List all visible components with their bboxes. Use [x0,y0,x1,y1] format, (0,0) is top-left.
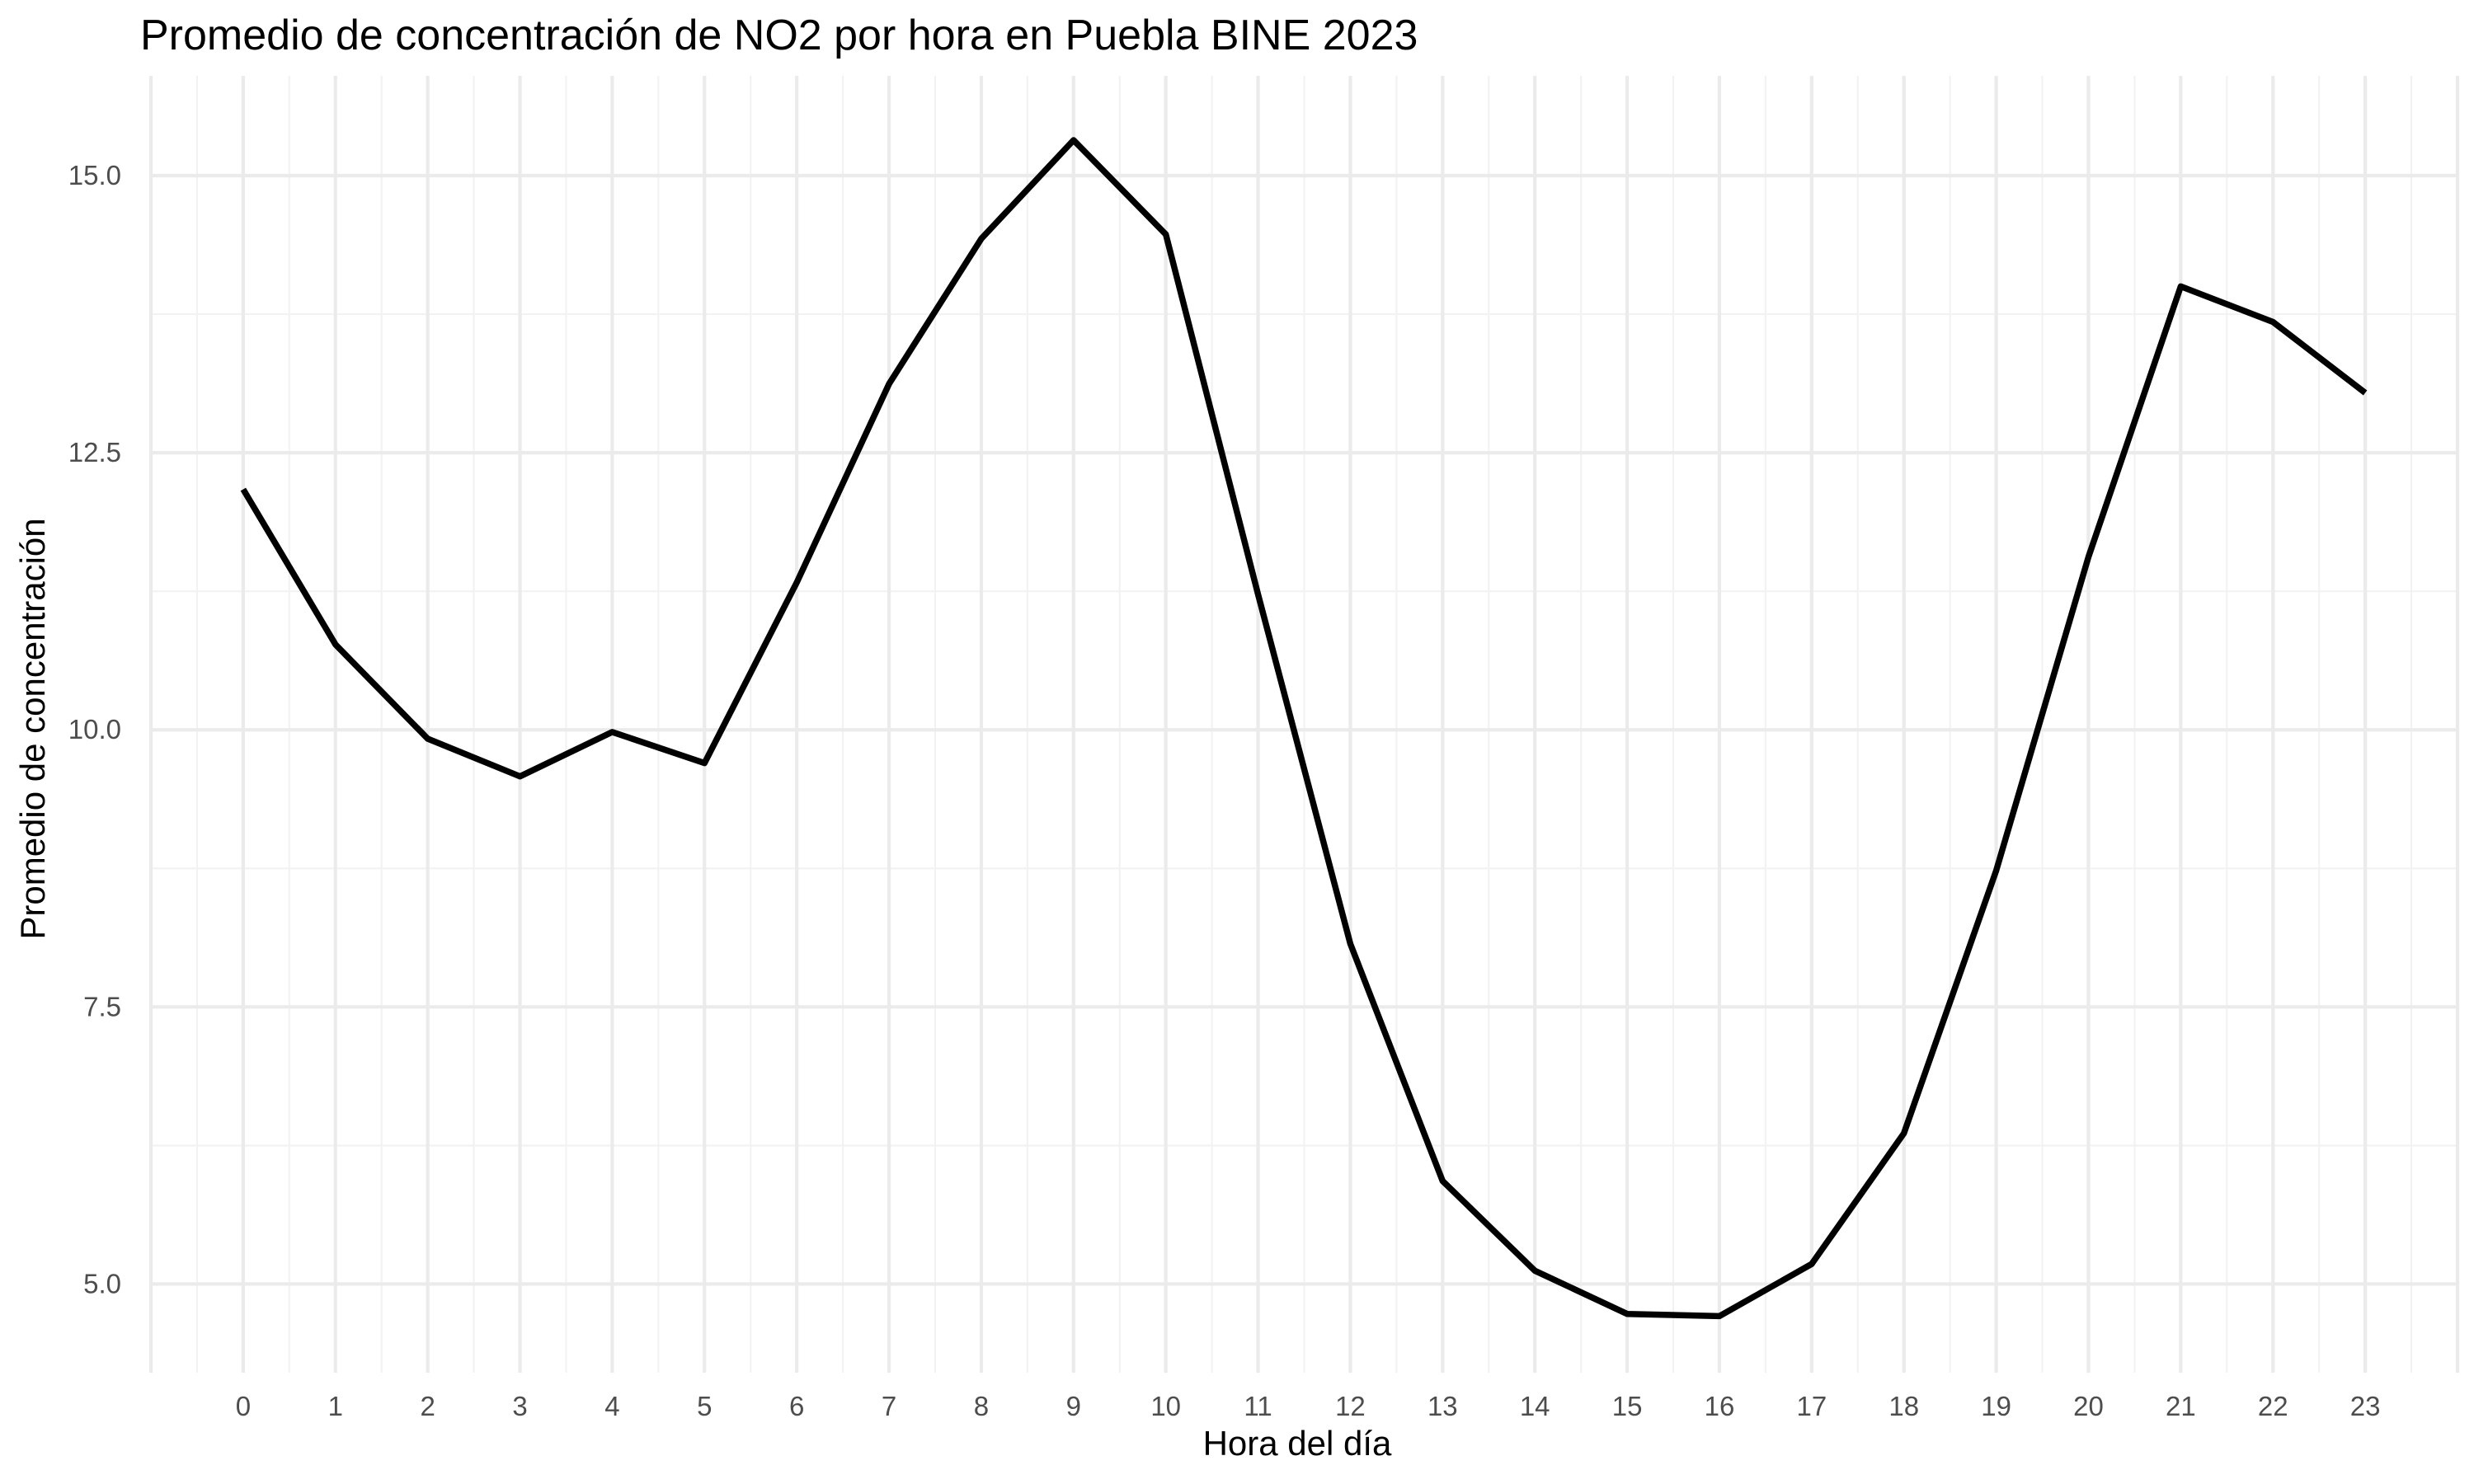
x-tick-label: 19 [1981,1391,2011,1421]
series-line [240,137,2368,1320]
grid [148,76,2460,1373]
x-tick-label: 0 [236,1391,251,1421]
y-axis-title: Promedio de concentración [13,518,52,939]
x-tick-label: 9 [1066,1391,1081,1421]
x-tick-label: 3 [512,1391,527,1421]
x-tick-label: 10 [1150,1391,1181,1421]
x-axis-title: Hora del día [1203,1424,1392,1463]
x-axis-ticks: 0 1 2 3 4 5 6 7 8 9 10 11 12 13 14 15 16 17 18 19 20 21 22 23 [236,1391,2381,1421]
x-tick-label: 12 [1335,1391,1366,1421]
x-tick-label: 5 [697,1391,712,1421]
x-tick-label: 11 [1244,1391,1272,1421]
x-tick-label: 17 [1796,1391,1827,1421]
y-tick-label: 12.5 [68,437,121,467]
x-tick-label: 13 [1427,1391,1458,1421]
x-tick-label: 23 [2350,1391,2381,1421]
chart-title: Promedio de concentración de NO2 por hor… [140,12,1418,59]
x-tick-label: 18 [1888,1391,1919,1421]
x-tick-label: 6 [789,1391,804,1421]
series-layer [240,137,2368,1320]
x-tick-label: 7 [882,1391,896,1421]
x-tick-label: 22 [2258,1391,2288,1421]
x-tick-label: 21 [2166,1391,2196,1421]
x-tick-label: 8 [974,1391,989,1421]
x-tick-label: 20 [2073,1391,2104,1421]
y-tick-label: 5.0 [83,1268,121,1298]
y-tick-label: 15.0 [68,160,121,190]
x-tick-label: 2 [420,1391,435,1421]
x-tick-label: 4 [604,1391,619,1421]
y-tick-label: 7.5 [83,991,121,1021]
y-tick-label: 10.0 [68,714,121,744]
x-tick-label: 15 [1612,1391,1643,1421]
x-tick-label: 1 [328,1391,343,1421]
x-tick-label: 16 [1705,1391,1735,1421]
x-tick-label: 14 [1520,1391,1550,1421]
y-axis-ticks: 5.0 7.5 10.0 12.5 15.0 [68,160,121,1298]
